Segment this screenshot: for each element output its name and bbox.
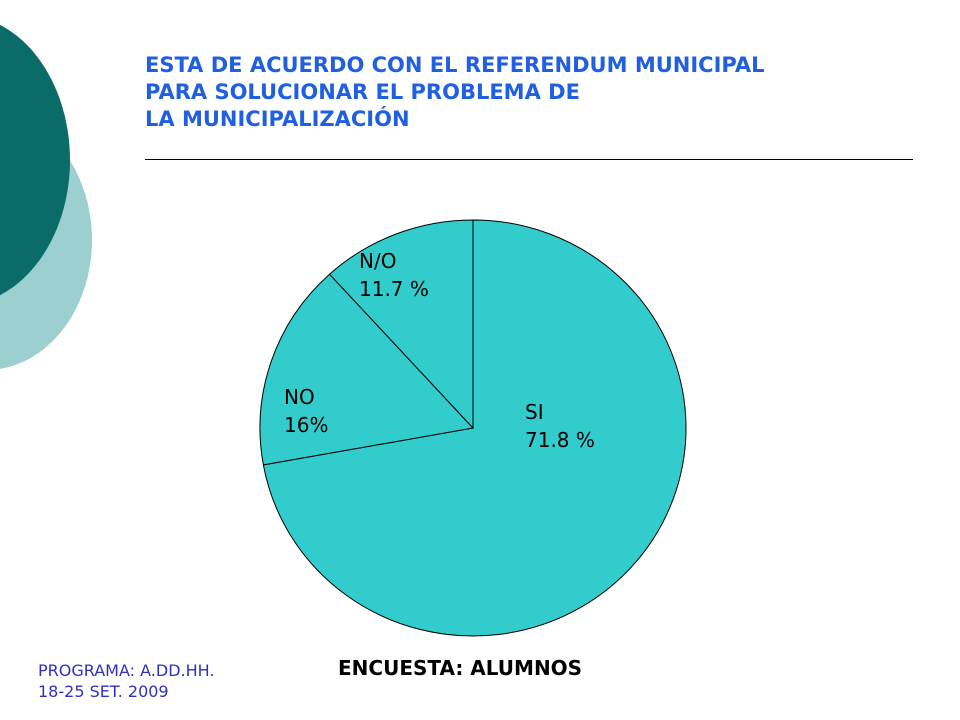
slice-label-no: NO 16% (284, 383, 328, 439)
pie-slice-no (259, 273, 474, 466)
title-divider (145, 159, 913, 160)
pie-slice-si (262, 219, 687, 637)
slice-label-no-name: NO (284, 385, 315, 409)
slice-label-n-o: N/O 11.7 % (359, 247, 429, 303)
slice-label-si: SI 71.8 % (525, 398, 595, 454)
pie-chart (259, 219, 687, 637)
chart-title-line-3: LA MUNICIPALIZACIÓN (145, 107, 410, 131)
decorative-circles (0, 0, 140, 400)
survey-label: ENCUESTA: ALUMNOS (338, 656, 583, 680)
pie-slice-n-o (328, 219, 474, 430)
program-dates: 18-25 SET. 2009 (38, 682, 169, 701)
chart-title-line-1: ESTA DE ACUERDO CON EL REFERENDUM MUNICI… (145, 53, 765, 77)
slice-label-si-value: 71.8 % (525, 428, 595, 452)
slice-label-n-o-name: N/O (359, 249, 397, 273)
slice-label-no-value: 16% (284, 413, 329, 437)
slice-label-si-name: SI (525, 400, 544, 424)
chart-title: ESTA DE ACUERDO CON EL REFERENDUM MUNICI… (145, 52, 925, 133)
program-name: PROGRAMA: A.DD.HH. (38, 661, 215, 680)
slice-label-n-o-value: 11.7 % (359, 277, 429, 301)
program-footer: PROGRAMA: A.DD.HH. 18-25 SET. 2009 (38, 660, 214, 702)
chart-title-line-2: PARA SOLUCIONAR EL PROBLEMA DE (145, 80, 580, 104)
